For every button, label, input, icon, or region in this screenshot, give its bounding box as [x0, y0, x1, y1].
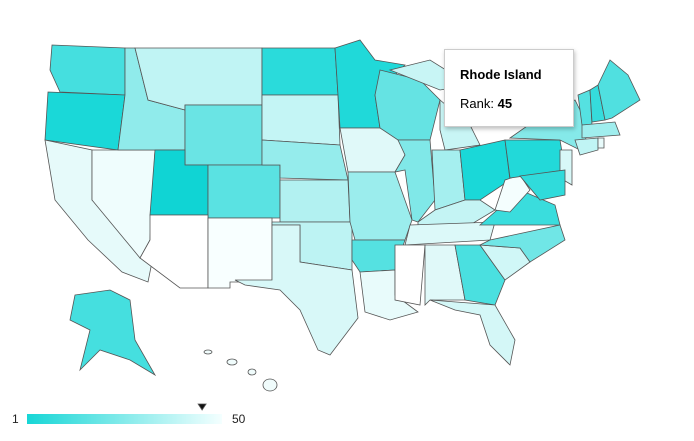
state[interactable]: [454, 244, 506, 306]
state[interactable]: [431, 149, 466, 211]
state[interactable]: [226, 358, 238, 366]
state[interactable]: [404, 221, 496, 246]
state[interactable]: [207, 164, 281, 219]
state[interactable]: [424, 244, 466, 306]
state[interactable]: [459, 139, 511, 201]
state[interactable]: [574, 137, 599, 156]
state[interactable]: [234, 224, 359, 356]
state[interactable]: [597, 59, 641, 121]
state[interactable]: [261, 139, 349, 181]
state[interactable]: [394, 139, 436, 223]
legend-marker: [197, 403, 207, 411]
legend-max: 50: [232, 412, 246, 426]
state[interactable]: [347, 171, 413, 241]
state[interactable]: [184, 104, 263, 166]
tooltip-value: 45: [497, 96, 513, 111]
state[interactable]: [394, 244, 426, 306]
state[interactable]: [207, 217, 273, 289]
state[interactable]: [139, 214, 209, 289]
state[interactable]: [261, 94, 341, 146]
legend-gradient: [27, 414, 222, 424]
state[interactable]: [44, 91, 126, 151]
state[interactable]: [374, 69, 441, 141]
state[interactable]: [261, 47, 339, 96]
state[interactable]: [262, 378, 278, 392]
state[interactable]: [134, 47, 263, 111]
tooltip-row: Rank: 45: [460, 96, 512, 111]
state[interactable]: [279, 179, 351, 223]
state[interactable]: [519, 169, 566, 201]
tooltip-label: Rank:: [460, 96, 494, 111]
tooltip: Rhode Island Rank: 45: [444, 49, 574, 127]
state[interactable]: [49, 44, 126, 96]
state[interactable]: [429, 299, 516, 366]
state[interactable]: [247, 368, 257, 376]
state[interactable]: [203, 349, 213, 355]
state[interactable]: [597, 137, 605, 149]
state[interactable]: [69, 289, 157, 377]
legend: 1 50: [12, 403, 246, 426]
legend-min: 1: [12, 412, 19, 426]
tooltip-title: Rhode Island: [460, 67, 542, 82]
state[interactable]: [581, 121, 621, 139]
